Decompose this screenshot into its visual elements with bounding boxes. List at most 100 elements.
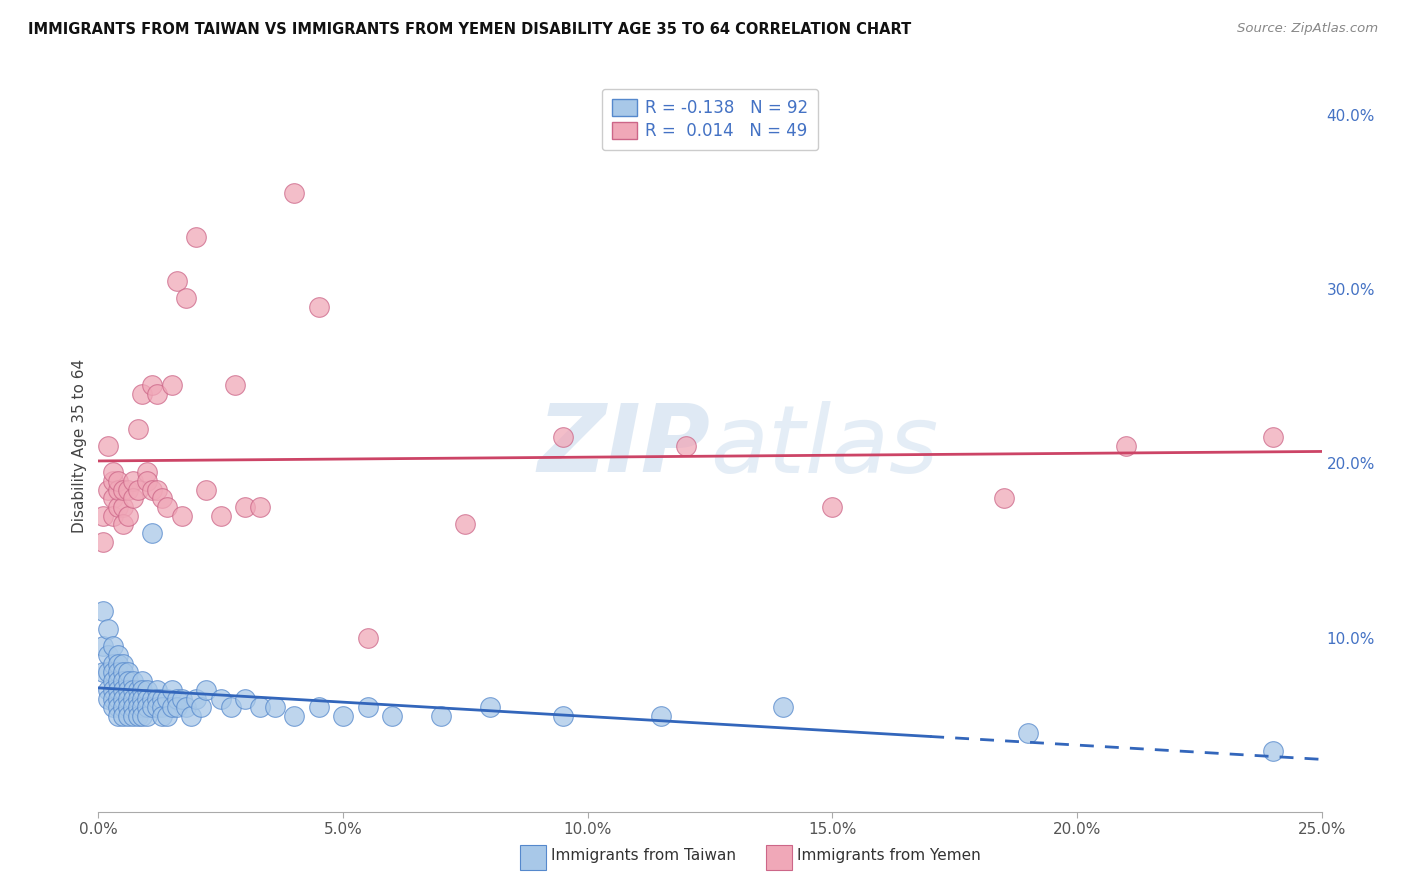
Point (117, 709, 139, 723)
Point (219, 700, 242, 714)
Point (127, 421, 149, 435)
Point (136, 700, 159, 714)
Point (91, 604, 114, 618)
Point (127, 709, 149, 723)
Point (1115, 439, 1137, 453)
Point (111, 700, 134, 714)
Point (91, 508, 114, 523)
Point (1261, 430, 1284, 444)
Point (111, 500, 134, 514)
Point (141, 483, 163, 497)
Point (127, 682, 149, 697)
Point (283, 186, 305, 201)
Point (478, 700, 501, 714)
Point (283, 709, 305, 723)
Text: ZIP: ZIP (537, 400, 710, 492)
Text: Immigrants from Yemen: Immigrants from Yemen (797, 847, 981, 863)
Point (176, 291, 198, 305)
Point (101, 508, 124, 523)
Point (117, 483, 139, 497)
Point (156, 500, 179, 514)
Point (150, 709, 173, 723)
Point (553, 430, 575, 444)
Point (308, 700, 330, 714)
Point (553, 709, 575, 723)
Point (107, 709, 129, 723)
Point (97, 648, 120, 662)
Point (146, 691, 169, 706)
Point (160, 700, 183, 714)
Point (1261, 744, 1284, 758)
Point (91, 640, 114, 654)
Point (430, 709, 453, 723)
Point (166, 700, 188, 714)
Point (101, 700, 124, 714)
Point (101, 640, 124, 654)
Point (127, 483, 149, 497)
Point (156, 709, 179, 723)
Point (136, 474, 159, 488)
Point (166, 274, 188, 288)
Point (195, 483, 218, 497)
Point (136, 691, 159, 706)
Point (111, 691, 134, 706)
Point (150, 691, 173, 706)
Legend: R = -0.138   N = 92, R =  0.014   N = 49: R = -0.138 N = 92, R = 0.014 N = 49 (602, 88, 818, 150)
Point (190, 700, 212, 714)
Point (993, 491, 1015, 506)
Y-axis label: Disability Age 35 to 64: Disability Age 35 to 64 (72, 359, 87, 533)
Point (356, 700, 378, 714)
Point (121, 682, 143, 697)
Point (117, 700, 139, 714)
Point (97, 439, 120, 453)
Point (233, 691, 256, 706)
Point (121, 491, 143, 506)
Point (186, 691, 208, 706)
Point (146, 682, 169, 697)
Point (107, 674, 129, 689)
Point (101, 491, 124, 506)
Point (160, 378, 183, 392)
Point (224, 378, 246, 392)
Point (160, 682, 183, 697)
Point (107, 665, 129, 680)
Point (111, 709, 134, 723)
Point (186, 230, 208, 244)
Point (136, 709, 159, 723)
Point (117, 665, 139, 680)
Point (97, 483, 120, 497)
Point (101, 665, 124, 680)
Point (170, 508, 193, 523)
Point (772, 700, 794, 714)
Point (136, 465, 159, 479)
Point (101, 674, 124, 689)
Point (141, 378, 163, 392)
Point (107, 500, 129, 514)
Point (249, 500, 271, 514)
Point (101, 465, 124, 479)
Point (107, 682, 129, 697)
Point (1017, 726, 1039, 740)
Point (97, 682, 120, 697)
Point (675, 439, 697, 453)
Point (454, 517, 477, 532)
Point (249, 700, 271, 714)
Point (101, 657, 124, 671)
Point (170, 691, 193, 706)
Point (156, 691, 179, 706)
Point (117, 682, 139, 697)
Point (97, 665, 120, 680)
Point (117, 691, 139, 706)
Point (131, 386, 153, 401)
Point (136, 682, 159, 697)
Point (111, 483, 134, 497)
Point (146, 700, 169, 714)
Point (180, 709, 202, 723)
Point (121, 474, 143, 488)
Point (263, 700, 285, 714)
Point (101, 691, 124, 706)
Point (121, 700, 143, 714)
Point (107, 691, 129, 706)
Point (332, 709, 354, 723)
Point (141, 700, 163, 714)
